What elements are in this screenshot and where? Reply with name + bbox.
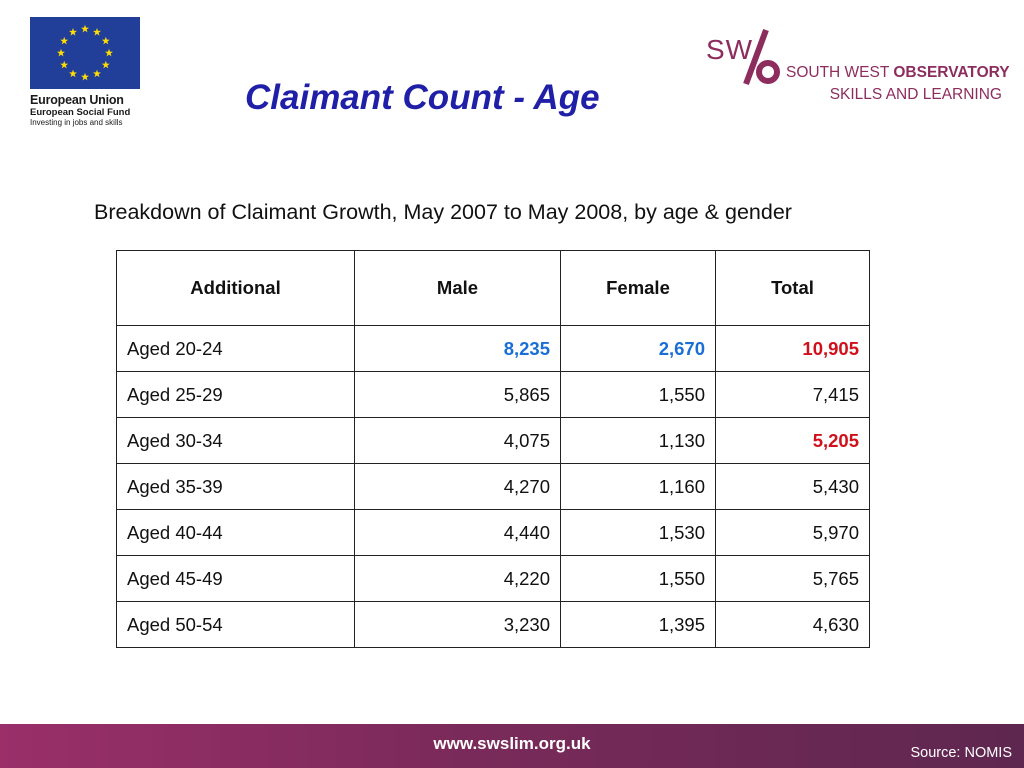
swo-logo-name-line1: SOUTH WEST OBSERVATORY xyxy=(786,64,1010,81)
eu-star-icon xyxy=(101,36,110,45)
row-female: 1,130 xyxy=(560,417,716,464)
row-age: Aged 45-49 xyxy=(116,555,355,602)
row-age: Aged 20-24 xyxy=(116,325,355,372)
eu-star-icon xyxy=(69,28,77,36)
eu-star-icon xyxy=(81,24,89,33)
eu-star-icon xyxy=(69,69,77,78)
row-female: 1,530 xyxy=(560,509,716,556)
eu-star-icon xyxy=(60,36,69,45)
page-title: Claimant Count - Age xyxy=(245,78,600,117)
row-male: 4,440 xyxy=(354,509,561,556)
row-total: 5,970 xyxy=(715,509,870,556)
row-total: 4,630 xyxy=(715,601,870,648)
row-total: 10,905 xyxy=(715,325,870,372)
row-male: 5,865 xyxy=(354,371,561,418)
table-row: Aged 20-24 8,235 2,670 10,905 xyxy=(116,325,870,372)
eu-star-icon xyxy=(105,48,113,57)
row-female: 1,160 xyxy=(560,463,716,510)
header-additional: Additional xyxy=(116,250,355,326)
swo-logo-name-line2: SKILLS AND LEARNING xyxy=(829,86,1002,103)
table-row: Aged 25-29 5,865 1,550 7,415 xyxy=(116,371,870,418)
eu-star-icon xyxy=(93,28,101,36)
row-age: Aged 35-39 xyxy=(116,463,355,510)
eu-logo-line3: Investing in jobs and skills xyxy=(30,118,123,127)
table-row: Aged 50-54 3,230 1,395 4,630 xyxy=(116,601,870,648)
row-female: 2,670 xyxy=(560,325,716,372)
header-male: Male xyxy=(354,250,561,326)
swo-logo-mark: SW xyxy=(706,34,754,65)
table-subtitle: Breakdown of Claimant Growth, May 2007 t… xyxy=(94,200,792,224)
footer-website-link[interactable]: www.swslim.org.uk xyxy=(433,734,591,753)
row-female: 1,550 xyxy=(560,555,716,602)
table-row: Aged 35-39 4,270 1,160 5,430 xyxy=(116,463,870,510)
table-row: Aged 40-44 4,440 1,530 5,970 xyxy=(116,509,870,556)
eu-star-icon xyxy=(93,69,101,78)
row-age: Aged 30-34 xyxy=(116,417,355,464)
row-female: 1,550 xyxy=(560,371,716,418)
row-male: 4,075 xyxy=(354,417,561,464)
row-total: 7,415 xyxy=(715,371,870,418)
row-total: 5,765 xyxy=(715,555,870,602)
row-male: 8,235 xyxy=(354,325,561,372)
swo-logo: SW SOUTH WEST OBSERVATORY SKILLS AND LEA… xyxy=(706,28,1010,108)
eu-logo-line1: European Union xyxy=(30,93,124,107)
eu-logo-line2: European Social Fund xyxy=(30,107,131,118)
eu-star-icon xyxy=(101,60,110,69)
claimant-age-table: Additional Male Female Total Aged 20-24 … xyxy=(116,250,870,648)
eu-flag-icon xyxy=(30,17,140,89)
eu-star-icon xyxy=(60,60,69,69)
footer-bar: www.swslim.org.uk Source: NOMIS xyxy=(0,724,1024,768)
row-total: 5,205 xyxy=(715,417,870,464)
eu-star-icon xyxy=(81,72,89,81)
row-total: 5,430 xyxy=(715,463,870,510)
row-male: 4,270 xyxy=(354,463,561,510)
eu-star-icon xyxy=(57,48,65,57)
row-male: 4,220 xyxy=(354,555,561,602)
table-row: Aged 30-34 4,075 1,130 5,205 xyxy=(116,417,870,464)
header-female: Female xyxy=(560,250,716,326)
footer-source: Source: NOMIS xyxy=(910,745,1012,761)
swo-logo-slash-icon xyxy=(743,28,780,86)
row-age: Aged 50-54 xyxy=(116,601,355,648)
row-age: Aged 25-29 xyxy=(116,371,355,418)
header-total: Total xyxy=(715,250,870,326)
row-age: Aged 40-44 xyxy=(116,509,355,556)
row-female: 1,395 xyxy=(560,601,716,648)
table-header-row: Additional Male Female Total xyxy=(116,250,870,326)
eu-logo: European Union European Social Fund Inve… xyxy=(30,17,145,128)
row-male: 3,230 xyxy=(354,601,561,648)
table-row: Aged 45-49 4,220 1,550 5,765 xyxy=(116,555,870,602)
